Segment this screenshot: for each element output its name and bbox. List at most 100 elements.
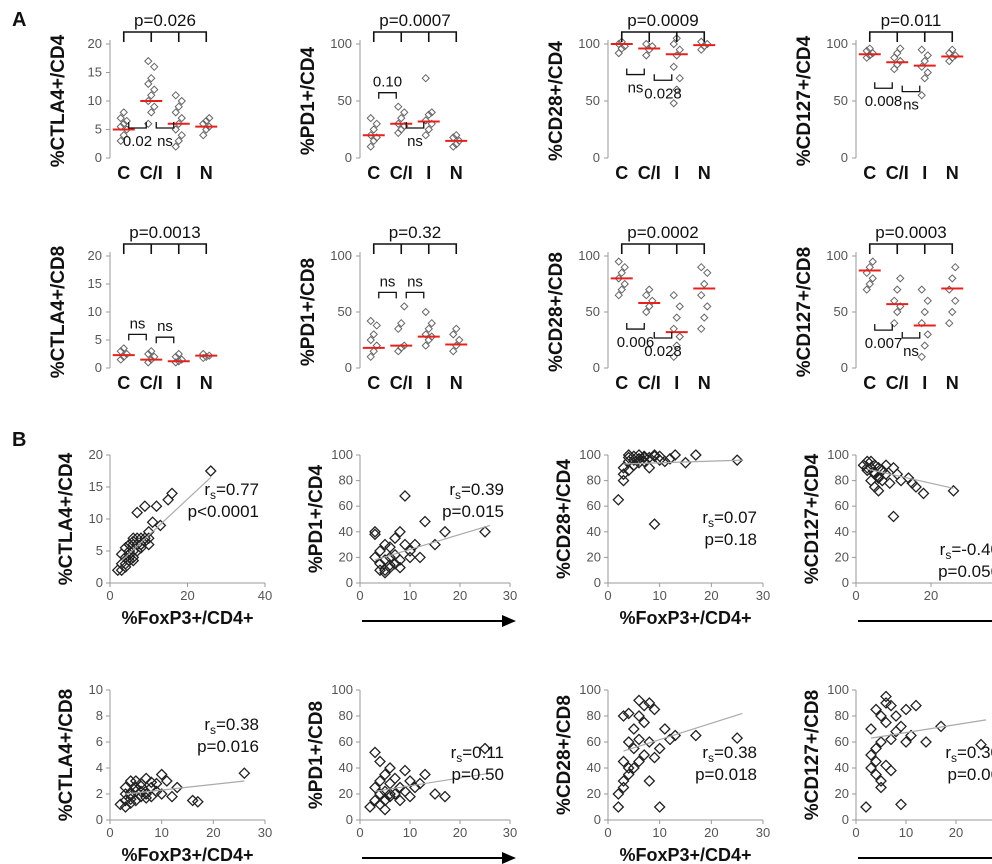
data-point	[697, 290, 706, 300]
y-axis-title: %CD28+/CD8	[546, 252, 567, 372]
comparison-bracket	[155, 336, 175, 344]
category-label: N	[698, 163, 711, 183]
data-point	[116, 355, 125, 364]
rs-subscript: s	[210, 488, 216, 502]
fit-line	[374, 524, 491, 561]
data-point	[384, 762, 396, 774]
rs-number: =0.39	[461, 480, 504, 499]
category-label: C	[367, 373, 380, 393]
x-tick-label: 0	[852, 588, 859, 603]
data-point	[389, 532, 401, 545]
y-tick-label: 20	[88, 248, 102, 263]
data-point	[865, 455, 877, 468]
data-point	[917, 91, 926, 100]
data-point	[369, 746, 381, 759]
p-value: p=0.018	[695, 765, 757, 784]
data-point	[890, 64, 899, 74]
y-axis-title: %CD127+/CD4	[802, 453, 823, 584]
comparison-bracket	[378, 291, 397, 299]
data-point	[617, 468, 630, 481]
overall-bracket	[868, 31, 954, 42]
data-point	[612, 788, 625, 800]
data-point	[875, 710, 887, 722]
data-point	[675, 332, 684, 341]
x-tick-label: 0	[106, 588, 113, 603]
data-point	[142, 525, 155, 538]
category-label: I	[176, 373, 181, 393]
y-tick-label: 0	[96, 575, 103, 590]
category-label: C	[863, 373, 876, 393]
data-point	[900, 736, 912, 748]
y-tick-label: 40	[339, 524, 353, 539]
data-point	[429, 788, 441, 800]
data-point	[205, 113, 214, 123]
data-point	[199, 349, 208, 359]
data-point	[900, 703, 912, 716]
y-axis-title: %CD28+/CD4	[546, 41, 567, 161]
data-point	[177, 130, 186, 140]
data-point	[880, 697, 892, 709]
trend-arrow-head	[502, 615, 516, 627]
data-point	[116, 113, 125, 123]
y-tick-label: 20	[88, 36, 102, 51]
data-point	[421, 130, 430, 140]
data-point	[147, 73, 156, 83]
chart-b1: 0 5 10 15 20 0 20 40 %CTLA4+/CD4 %FoxP3+/CD4+ rs=0…	[56, 447, 272, 628]
data-point	[862, 268, 871, 278]
y-tick-label: 10	[89, 682, 103, 697]
category-label: C/I	[886, 373, 909, 393]
y-axis-title: %PD1+/CD8	[298, 258, 319, 366]
y-tick-label: 0	[594, 575, 601, 590]
data-point	[875, 781, 887, 794]
category-label: N	[200, 373, 213, 393]
rs-value: rs=0.07	[702, 508, 757, 530]
overall-bracket	[868, 243, 954, 254]
data-point	[951, 296, 960, 306]
category-label: C	[863, 163, 876, 183]
y-tick-label: 4	[96, 760, 103, 775]
data-point	[419, 515, 431, 528]
data-point	[893, 285, 902, 294]
p-value: p=0.06	[948, 765, 992, 784]
data-point	[617, 781, 630, 794]
data-point	[424, 110, 433, 119]
comparison-bracket	[626, 323, 645, 330]
data-point	[129, 794, 142, 807]
y-tick-label: 15	[89, 479, 103, 494]
data-point	[147, 355, 156, 364]
data-point	[366, 142, 375, 151]
y-tick-label: 10	[89, 511, 103, 526]
data-point	[669, 62, 678, 72]
fit-line	[374, 772, 491, 792]
data-point	[421, 307, 430, 317]
data-point	[920, 56, 929, 66]
data-point	[127, 554, 140, 567]
data-point	[389, 772, 401, 785]
category-label: C/I	[390, 373, 413, 393]
data-point	[617, 461, 630, 474]
y-tick-label: 50	[834, 93, 848, 108]
y-axis-title: %CD127+/CD8	[794, 247, 815, 377]
data-point	[689, 449, 702, 461]
data-point	[452, 324, 461, 334]
overall-p-value: p=0.0002	[627, 223, 698, 242]
rs-symbol: r	[204, 715, 210, 734]
y-tick-label: 60	[339, 734, 353, 749]
data-point	[622, 736, 635, 748]
data-point	[910, 481, 922, 493]
data-point	[404, 551, 416, 564]
data-point	[669, 290, 678, 300]
data-point	[923, 330, 932, 339]
y-tick-label: 20	[587, 786, 601, 801]
comparison-label: ns	[407, 273, 423, 290]
rs-symbol: r	[204, 480, 210, 499]
category-label: C	[117, 163, 130, 183]
y-tick-label: 15	[88, 276, 102, 291]
chart-a1: 0 5 10 15 20 %CTLA4+/CD4 C C/I I Np=0.026 0.02 ns	[48, 11, 218, 183]
comparison-label: ns	[903, 97, 919, 114]
data-point	[876, 464, 889, 477]
data-point	[948, 307, 957, 317]
y-axis-title: %CD28+/CD8	[554, 695, 575, 815]
data-point	[700, 279, 709, 289]
data-point	[384, 541, 396, 554]
